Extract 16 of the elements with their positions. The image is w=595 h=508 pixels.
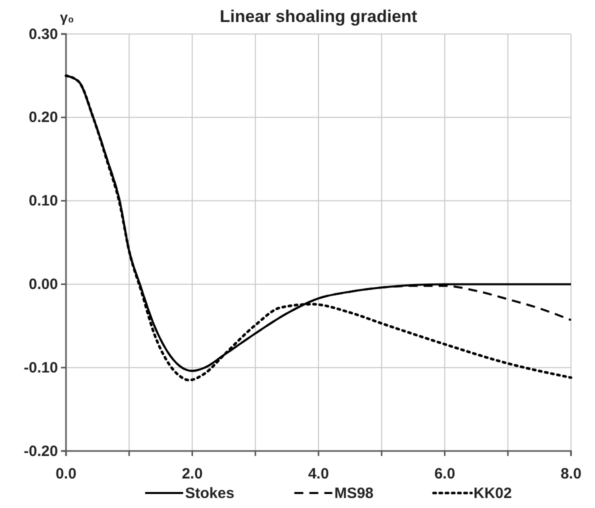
x-tick-label: 2.0 <box>182 466 203 482</box>
y-tick-label: -0.20 <box>24 442 58 460</box>
x-tick-label: 4.0 <box>308 466 329 482</box>
y-tick-label: 0.10 <box>28 192 58 210</box>
y-axis-title: γ₀ <box>60 9 74 25</box>
y-tick-label: 0.00 <box>28 276 58 293</box>
legend-label: MS98 <box>334 485 374 502</box>
y-tick-label: 0.20 <box>28 109 58 126</box>
x-tick-label: 8.0 <box>560 466 582 482</box>
x-tick-label: 6.0 <box>434 466 456 482</box>
legend-label: KK02 <box>474 485 512 502</box>
y-tick-label: 0.30 <box>28 26 58 43</box>
y-tick-label: -0.10 <box>24 359 58 376</box>
legend-label: Stokes <box>185 485 234 502</box>
x-tick-label: 0.0 <box>56 466 76 482</box>
chart-title: Linear shoaling gradient <box>220 7 418 26</box>
